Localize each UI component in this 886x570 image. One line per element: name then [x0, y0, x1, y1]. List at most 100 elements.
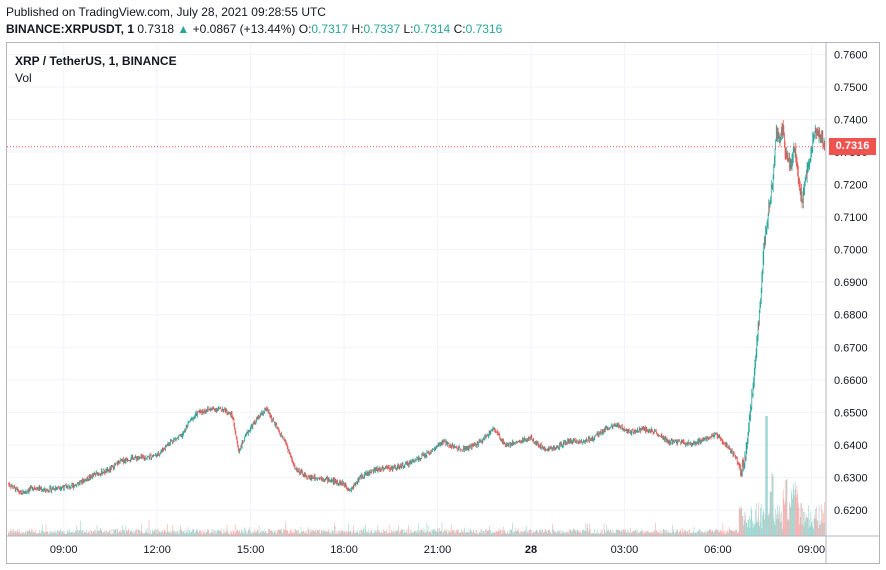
volume-bar	[577, 529, 579, 536]
volume-bar	[563, 532, 565, 536]
volume-bar	[789, 504, 791, 536]
volume-bar	[805, 518, 807, 536]
volume-bar	[777, 511, 779, 536]
volume-bar	[650, 532, 651, 536]
volume-bar	[760, 503, 762, 536]
volume-bar	[214, 533, 216, 536]
last-price: 0.7318	[137, 22, 175, 36]
volume-bar	[47, 531, 49, 536]
volume-bar	[69, 532, 71, 536]
volume-bar	[435, 530, 436, 536]
volume-bar	[686, 531, 688, 536]
volume-bar	[654, 532, 656, 536]
volume-bar	[769, 512, 770, 536]
volume-bar	[798, 507, 800, 536]
volume-bar	[305, 531, 306, 536]
volume-bar	[78, 530, 80, 536]
volume-bar	[114, 529, 115, 536]
volume-bar	[615, 533, 616, 536]
volume-bar	[678, 531, 680, 536]
volume-bar	[539, 530, 541, 536]
volume-bar	[353, 525, 354, 536]
volume-bar	[170, 531, 172, 536]
volume-bar	[739, 505, 741, 536]
volume-bar	[173, 533, 175, 536]
volume-bar	[589, 524, 590, 536]
volume-bar	[45, 532, 46, 536]
volume-bar	[781, 521, 783, 536]
volume-bar	[37, 533, 39, 536]
volume-bar	[518, 528, 519, 536]
volume-bar	[16, 530, 18, 536]
volume-bar	[262, 531, 264, 536]
volume-bar	[397, 531, 398, 536]
volume-bar	[443, 532, 445, 536]
volume-bar	[499, 529, 501, 536]
volume-bar	[774, 521, 775, 536]
volume-bar	[430, 533, 432, 536]
volume-bar	[455, 533, 457, 536]
volume-bar	[349, 529, 351, 536]
volume-bar	[419, 533, 421, 536]
volume-bar	[618, 529, 619, 536]
volume-bar	[315, 530, 316, 536]
close-label: C:	[453, 22, 466, 36]
volume-bar	[141, 523, 142, 536]
volume-bar	[788, 520, 790, 536]
volume-bar	[462, 531, 464, 536]
volume-bar	[129, 531, 131, 536]
volume-bar	[545, 531, 547, 536]
volume-bar	[729, 529, 731, 536]
volume-bar	[222, 533, 224, 536]
volume-bar	[500, 530, 501, 536]
volume-bar	[554, 531, 555, 536]
volume-bar	[200, 533, 202, 536]
volume-bar	[521, 532, 523, 536]
volume-bar	[68, 532, 69, 536]
volume-bar	[33, 532, 35, 536]
close-value: 0.7316	[465, 22, 503, 36]
volume-bar	[673, 529, 675, 536]
volume-bar	[667, 530, 669, 536]
volume-bar	[575, 531, 577, 536]
volume-bar	[265, 531, 267, 536]
volume-bar	[531, 530, 533, 536]
volume-bar	[491, 532, 493, 536]
volume-bar	[530, 533, 532, 536]
volume-bar	[701, 531, 703, 536]
open-label: O:	[298, 22, 312, 36]
volume-bar	[94, 533, 96, 536]
volume-bar	[634, 531, 636, 536]
chart-frame[interactable]	[6, 42, 880, 564]
volume-bar	[398, 525, 399, 536]
volume-bar	[803, 525, 805, 536]
volume-bar	[41, 524, 43, 536]
volume-bar	[708, 531, 709, 536]
volume-bar	[382, 533, 384, 536]
volume-bar	[374, 533, 376, 536]
volume-bar	[763, 509, 765, 536]
volume-bar	[641, 529, 643, 536]
volume-bar	[111, 529, 113, 536]
volume-bar	[551, 533, 553, 536]
volume-bar	[662, 533, 663, 536]
volume-bar	[731, 530, 733, 536]
volume-bar	[214, 530, 215, 536]
volume-bar	[760, 508, 761, 536]
volume-bar	[291, 532, 293, 536]
volume-bar	[58, 531, 59, 536]
volume-bar	[299, 532, 301, 536]
volume-bar	[354, 532, 355, 536]
volume-bar	[331, 530, 333, 536]
volume-bar	[81, 530, 83, 536]
volume-bar	[350, 531, 352, 536]
volume-bar	[134, 533, 135, 536]
volume-bar	[409, 533, 411, 536]
volume-bar	[478, 533, 479, 536]
volume-bar	[77, 529, 78, 536]
volume-bar	[735, 529, 737, 536]
volume-bar	[490, 532, 492, 536]
volume-bar	[172, 531, 174, 536]
volume-bar	[147, 528, 149, 536]
